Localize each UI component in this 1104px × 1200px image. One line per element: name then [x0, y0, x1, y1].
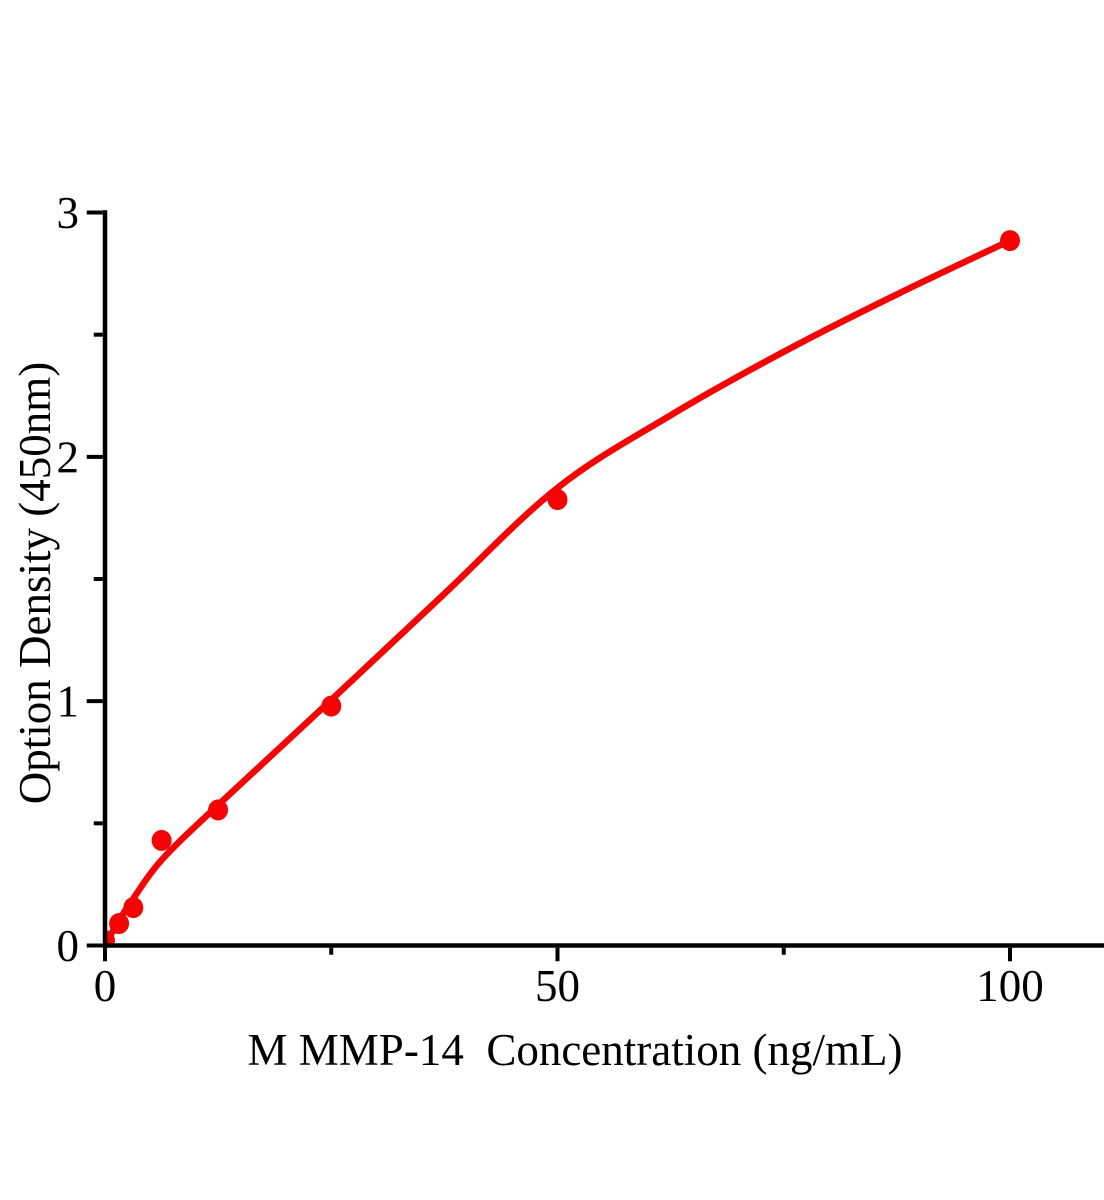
x-tick-label: 100: [976, 961, 1044, 1011]
y-axis-title: Option Density (450nm): [10, 362, 60, 804]
data-point: [321, 695, 342, 717]
data-point: [109, 913, 130, 934]
y-tick-label: 1: [57, 677, 80, 727]
data-point: [1000, 230, 1020, 252]
series-layer: [104, 230, 1020, 944]
y-tick-label: 0: [57, 921, 80, 971]
x-tick-label: 50: [535, 961, 580, 1011]
data-point: [547, 489, 568, 511]
y-tick-label: 2: [57, 432, 80, 482]
y-tick-label: 3: [57, 188, 80, 238]
x-tick-label: 0: [94, 961, 117, 1011]
x-axis-title: M MMP-14 Concentration (ng/mL): [248, 1025, 903, 1075]
fit-curve: [104, 237, 1014, 944]
data-point: [123, 897, 144, 919]
data-point: [208, 799, 229, 821]
axes-layer: 0 1 2 3 0 50 100: [57, 188, 1104, 1011]
data-point: [151, 829, 172, 851]
